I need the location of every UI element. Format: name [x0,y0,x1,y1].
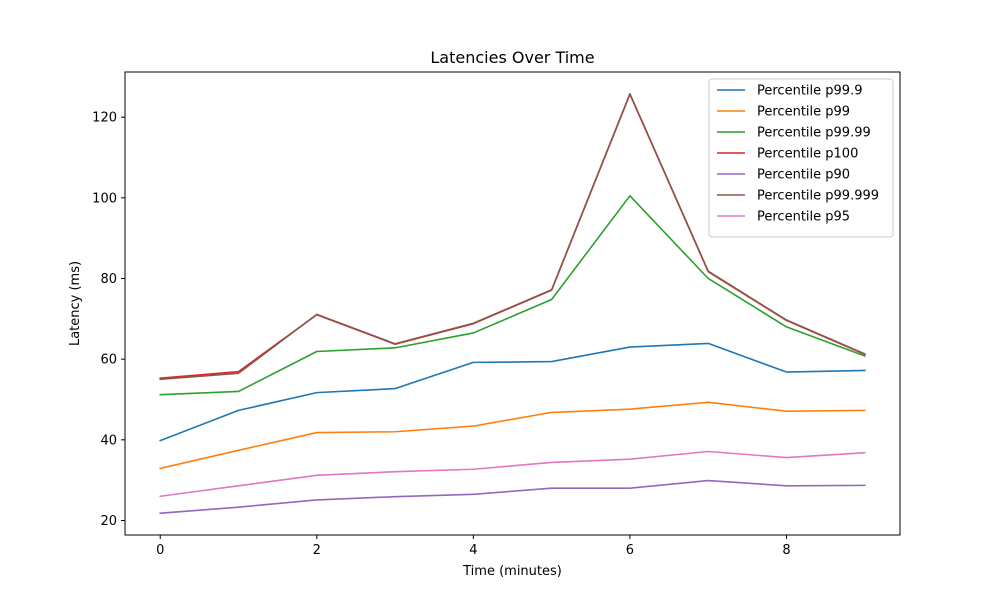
series-line-percentile-p99-9 [159,342,866,442]
plot-frame [124,71,901,536]
series-line-percentile-p99-99 [159,195,866,396]
x-tick-label: 2 [313,543,321,558]
y-tick-label: 20 [100,514,117,529]
legend: Percentile p99.9 Percentile p99 Percentile… [708,78,894,238]
x-axis-label: Time (minutes) [462,564,562,579]
series-line-percentile-p99 [159,401,866,470]
y-tick-label: 60 [100,353,117,368]
series-line-percentile-p99-999 [159,92,866,381]
series-line-percentile-p95 [159,450,866,498]
legend-box [708,78,894,238]
legend-label: Percentile p100 [757,147,858,162]
legend-label: Percentile p90 [757,168,850,183]
legend-label: Percentile p99.99 [757,126,871,141]
series-line-percentile-p90 [159,479,866,515]
legend-label: Percentile p99.999 [757,189,879,204]
x-tick-label: 0 [156,543,164,558]
legend-label: Percentile p99 [757,105,850,120]
y-tick-label: 40 [100,433,117,448]
y-tick-label: 120 [92,111,117,126]
x-tick-label: 6 [626,543,634,558]
chart-title: Latencies Over Time [430,48,594,67]
y-tick-label: 100 [92,191,117,206]
x-tick-label: 4 [469,543,477,558]
y-axis-label: Latency (ms) [68,261,83,346]
x-tick-label: 8 [782,543,790,558]
x-axis-ticks: 0 2 4 6 8 [156,535,791,558]
plot-area [159,92,866,515]
legend-label: Percentile p99.9 [757,84,862,99]
legend-label: Percentile p95 [757,210,850,225]
y-tick-label: 80 [100,272,117,287]
y-axis-ticks: 20 40 60 80 100 120 [92,111,125,529]
